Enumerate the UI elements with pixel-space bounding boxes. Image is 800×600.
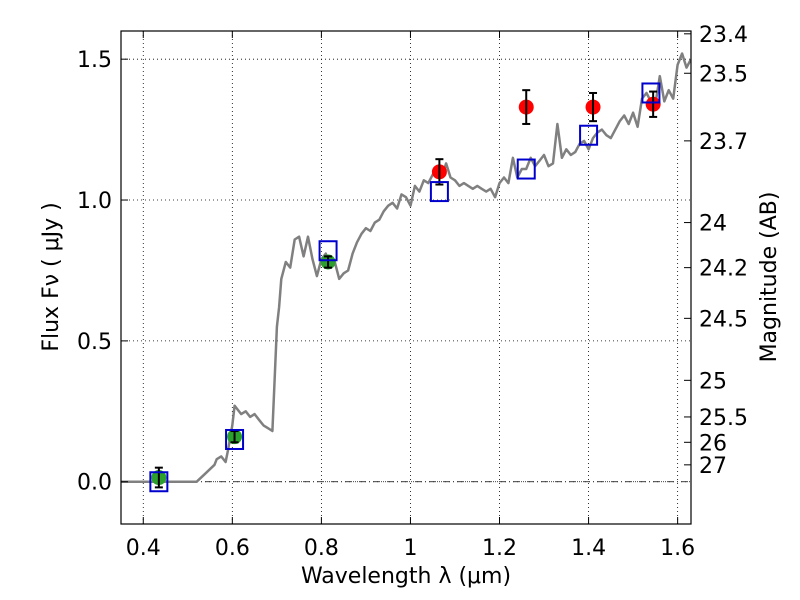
magnitude-tick-label: 26 <box>699 431 727 456</box>
x-tick-label: 0.6 <box>215 536 250 561</box>
x-tick-label: 0.8 <box>304 536 339 561</box>
model-bandpass-square <box>318 240 338 262</box>
y-tick-label: 0.5 <box>77 330 112 355</box>
x-tick-label: 1.2 <box>482 536 517 561</box>
y-tick-labels: 0.0 0.5 1.0 1.5 <box>77 48 112 496</box>
x-tick-label: 0.4 <box>126 536 161 561</box>
magnitude-tick-label: 23.5 <box>699 62 748 87</box>
y-axis-label: Flux Fν ( μJy ) <box>39 202 64 351</box>
magnitude-tick-label: 23.4 <box>699 23 748 48</box>
model-bandpass-square <box>149 471 169 493</box>
magnitude-tick-label: 27 <box>699 454 727 479</box>
magnitude-tick-label: 23.7 <box>699 130 748 155</box>
x-axis-label: Wavelength λ (μm) <box>301 564 511 589</box>
model-bandpass-square <box>579 124 599 146</box>
y-tick-label: 1.0 <box>77 189 112 214</box>
model-bandpass-square <box>225 428 245 450</box>
magnitude-tick-label: 25 <box>699 369 727 394</box>
photometry-markers <box>149 82 661 493</box>
y-tick-label: 0.0 <box>77 471 112 496</box>
model-bandpass-square <box>516 158 536 180</box>
grid-lines <box>121 31 691 524</box>
model-bandpass-square <box>429 181 449 203</box>
x-tick-label: 1.4 <box>571 536 606 561</box>
magnitude-tick-label: 25.5 <box>699 406 748 431</box>
x-tick-label: 1 <box>403 536 417 561</box>
magnitude-tick-label: 24.2 <box>699 257 748 282</box>
magnitude-tick-label: 24.5 <box>699 307 748 332</box>
plot-frame <box>120 30 692 525</box>
magnitude-tick-label: 24 <box>699 212 727 237</box>
axis-ticks <box>121 31 691 524</box>
model-sed-line <box>121 52 691 483</box>
y-tick-label: 1.5 <box>77 48 112 73</box>
x-tick-label: 1.6 <box>660 536 695 561</box>
x-tick-labels: 0.4 0.6 0.8 1 1.2 1.4 1.6 <box>126 536 695 561</box>
model-bandpass-square <box>641 82 661 104</box>
magnitude-axis-label: Magnitude (AB) <box>757 192 782 363</box>
